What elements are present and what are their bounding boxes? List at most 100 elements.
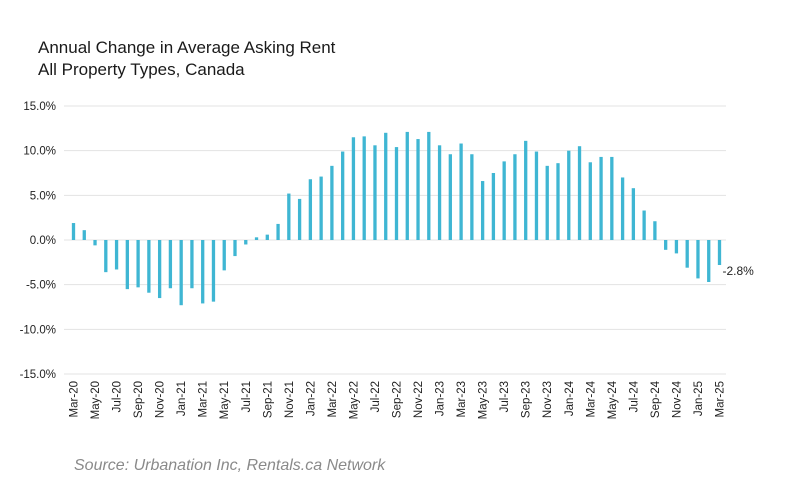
bar bbox=[459, 143, 463, 240]
x-tick-label: Nov-20 bbox=[155, 381, 167, 418]
bar bbox=[125, 240, 129, 290]
bar bbox=[287, 193, 291, 240]
y-tick-label: -15.0% bbox=[20, 369, 56, 381]
bar bbox=[534, 151, 539, 240]
bar bbox=[513, 154, 517, 240]
x-tick-label: Jan-25 bbox=[693, 381, 705, 416]
bar bbox=[491, 173, 496, 240]
bar bbox=[664, 240, 668, 250]
bar bbox=[599, 156, 603, 240]
bar bbox=[631, 188, 636, 240]
x-tick-label: Sep-24 bbox=[650, 380, 662, 418]
y-tick-label: -5.0% bbox=[26, 280, 56, 292]
bar bbox=[524, 140, 528, 240]
bar bbox=[610, 156, 614, 240]
bar bbox=[567, 150, 571, 240]
x-tick-label: Sep-20 bbox=[133, 381, 145, 418]
bar bbox=[588, 162, 592, 240]
chart-title: Annual Change in Average Asking Rent bbox=[38, 38, 336, 57]
bar bbox=[696, 240, 700, 279]
y-tick-label: 10.0% bbox=[23, 146, 56, 158]
x-tick-label: Mar-22 bbox=[327, 381, 339, 417]
chart-subtitle: All Property Types, Canada bbox=[38, 60, 245, 79]
x-tick-label: Jul-21 bbox=[241, 381, 253, 412]
bar bbox=[394, 147, 399, 240]
bar bbox=[71, 223, 76, 240]
bar bbox=[211, 240, 216, 302]
bar bbox=[222, 240, 226, 271]
bar bbox=[104, 240, 108, 273]
bar bbox=[470, 154, 474, 240]
bar bbox=[244, 240, 248, 245]
bar bbox=[319, 176, 323, 240]
chart-title-block: Annual Change in Average Asking Rent All… bbox=[38, 37, 335, 81]
bar bbox=[674, 240, 679, 254]
x-tick-label: Nov-24 bbox=[671, 380, 683, 418]
x-tick-label: Mar-25 bbox=[715, 381, 727, 417]
bar bbox=[373, 145, 377, 240]
bar bbox=[190, 240, 194, 289]
bar bbox=[653, 221, 657, 240]
bar bbox=[437, 145, 442, 240]
bar bbox=[448, 154, 452, 240]
bar bbox=[254, 237, 259, 240]
bar bbox=[577, 146, 582, 240]
x-tick-label: May-23 bbox=[478, 381, 490, 419]
x-tick-label: May-20 bbox=[90, 381, 102, 419]
bar bbox=[147, 240, 151, 293]
x-tick-label: Nov-23 bbox=[542, 381, 554, 418]
bar bbox=[545, 165, 549, 240]
x-tick-label: Nov-22 bbox=[413, 381, 425, 418]
x-tick-label: May-21 bbox=[219, 381, 231, 419]
bar bbox=[233, 240, 237, 257]
y-tick-label: 5.0% bbox=[30, 190, 56, 202]
x-tick-label: Jan-24 bbox=[564, 380, 576, 416]
bar bbox=[362, 136, 366, 240]
x-tick-label: Jul-23 bbox=[499, 381, 511, 412]
bar bbox=[717, 240, 722, 266]
chart-source-note: Source: Urbanation Inc, Rentals.ca Netwo… bbox=[74, 457, 386, 474]
x-tick-label: Mar-20 bbox=[69, 381, 81, 417]
bar bbox=[297, 198, 302, 240]
x-tick-label: Jul-24 bbox=[628, 380, 640, 412]
bar bbox=[82, 230, 86, 240]
bar bbox=[502, 161, 506, 240]
bar bbox=[341, 151, 345, 240]
data-labels: -2.8% bbox=[723, 264, 755, 278]
x-tick-label: Jan-23 bbox=[435, 381, 447, 416]
bar bbox=[384, 132, 388, 240]
x-axis: Mar-20 May-20 Jul-20 Sep-20 Nov-20 Jan-21 Mar-… bbox=[69, 380, 727, 419]
bar bbox=[276, 223, 280, 240]
x-tick-label: Sep-22 bbox=[392, 381, 404, 418]
bar bbox=[556, 163, 560, 240]
y-axis: 15.0% 10.0% 5.0% 0.0% -5.0% -10.0% -15.0% bbox=[20, 101, 56, 381]
x-tick-label: Jul-22 bbox=[370, 381, 382, 412]
x-tick-label: Mar-21 bbox=[198, 381, 210, 417]
x-tick-label: Sep-21 bbox=[262, 381, 274, 418]
x-tick-label: May-24 bbox=[607, 380, 619, 419]
x-tick-label: Jul-20 bbox=[112, 381, 124, 412]
x-tick-label: May-22 bbox=[348, 381, 360, 419]
bar bbox=[405, 131, 409, 240]
bar bbox=[480, 181, 485, 240]
bar bbox=[330, 165, 334, 240]
bar bbox=[114, 240, 119, 270]
x-tick-label: Jan-22 bbox=[305, 381, 317, 416]
data-label: -2.8% bbox=[723, 264, 755, 278]
x-tick-label: Mar-24 bbox=[585, 380, 597, 417]
bar bbox=[179, 240, 183, 306]
bar bbox=[168, 240, 173, 289]
x-tick-label: Nov-21 bbox=[284, 381, 296, 418]
bar bbox=[265, 234, 269, 240]
bar bbox=[642, 210, 646, 240]
x-tick-label: Sep-23 bbox=[521, 381, 533, 418]
bar bbox=[416, 139, 420, 240]
y-tick-label: 0.0% bbox=[30, 235, 56, 247]
bar bbox=[157, 240, 162, 299]
bar bbox=[685, 240, 689, 268]
x-tick-label: Jan-21 bbox=[176, 381, 188, 416]
bar bbox=[427, 131, 431, 240]
y-tick-label: -10.0% bbox=[20, 324, 56, 336]
bar-series bbox=[71, 131, 722, 306]
